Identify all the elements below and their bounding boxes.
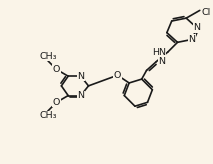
Text: N: N xyxy=(77,72,84,81)
Text: O: O xyxy=(114,71,121,80)
Text: Cl: Cl xyxy=(202,9,211,17)
Text: N: N xyxy=(158,57,165,66)
Text: CH₃: CH₃ xyxy=(39,52,57,61)
Text: O: O xyxy=(53,98,60,107)
Text: HN: HN xyxy=(152,48,166,57)
Text: CH₃: CH₃ xyxy=(39,111,57,120)
Text: N: N xyxy=(77,91,84,100)
Text: O: O xyxy=(53,65,60,74)
Text: N: N xyxy=(193,23,200,32)
Text: N: N xyxy=(189,35,196,44)
